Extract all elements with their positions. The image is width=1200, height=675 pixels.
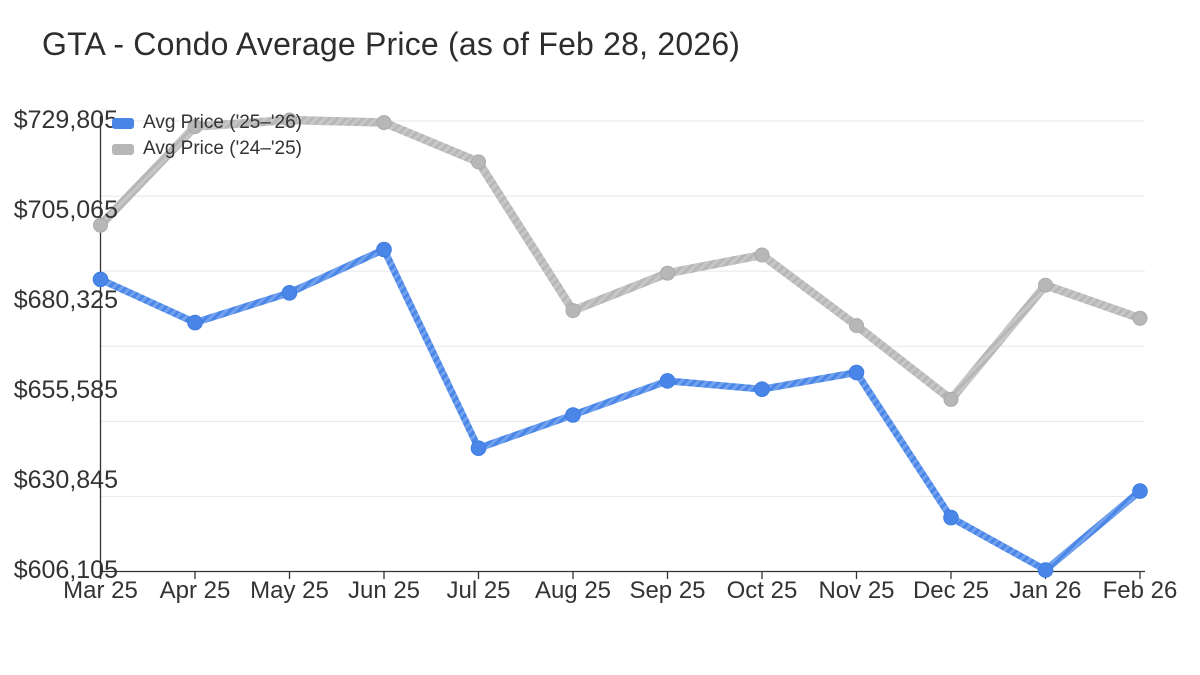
data-point-25-26-jun-25	[376, 241, 392, 258]
y-tick-label: $729,805	[14, 106, 118, 134]
data-point-24-25-jun-25	[376, 115, 392, 131]
y-tick-label: $606,105	[14, 556, 118, 584]
chart-title: GTA - Condo Average Price (as of Feb 28,…	[42, 26, 741, 62]
x-tick-label: Jul 25	[446, 577, 510, 604]
data-point-24-25-dec-25	[943, 391, 959, 407]
data-point-25-26-may-25	[281, 285, 298, 301]
data-point-25-26-jan-26	[1037, 562, 1054, 578]
data-point-24-25-sep-25	[660, 265, 675, 281]
y-tick-label: $630,845	[14, 466, 118, 494]
legend-label-current-season: Avg Price ('25–'26)	[143, 112, 302, 133]
legend-swatch-gray	[112, 143, 134, 155]
data-point-24-25-aug-25	[565, 303, 581, 319]
data-point-24-25-jan-26	[1038, 277, 1053, 293]
x-tick-label: Mar 25	[63, 577, 138, 604]
x-tick-label: Sep 25	[629, 577, 705, 604]
x-tick-label: Jan 26	[1009, 577, 1081, 604]
series-line-avg-price-25-26	[97, 246, 1144, 574]
series-line-texture	[97, 246, 1144, 574]
series-line-texture	[96, 115, 1145, 404]
y-tick-label: $655,585	[14, 376, 118, 404]
chart-legend: Avg Price ('25–'26) Avg Price ('24–'25)	[112, 110, 302, 162]
data-point-25-26-sep-25	[659, 373, 676, 389]
data-point-24-25-may-25	[282, 112, 297, 128]
legend-swatch-blue	[112, 117, 134, 129]
x-tick-label: Oct 25	[727, 577, 798, 604]
x-tick-label: Apr 25	[160, 577, 231, 604]
data-point-24-25-jul-25	[471, 154, 486, 170]
x-tick-label: Feb 26	[1103, 577, 1178, 604]
data-point-25-26-nov-25	[848, 364, 865, 381]
data-point-24-25-apr-25	[187, 119, 203, 135]
data-point-25-26-aug-25	[565, 407, 581, 423]
data-point-25-26-oct-25	[754, 381, 770, 398]
data-point-24-25-mar-25	[93, 217, 108, 233]
x-tick-label: Aug 25	[535, 577, 611, 604]
data-point-24-25-feb-26	[1132, 310, 1148, 326]
data-point-25-26-feb-26	[1132, 483, 1148, 499]
x-tick-label: May 25	[250, 577, 329, 604]
data-point-25-26-dec-25	[943, 509, 959, 526]
data-point-24-25-nov-25	[849, 318, 864, 334]
x-tick-label: Jun 25	[348, 577, 420, 604]
data-point-24-25-oct-25	[754, 247, 770, 263]
legend-item-previous-season: Avg Price ('24–'25)	[112, 136, 302, 162]
x-tick-label: Nov 25	[818, 577, 894, 604]
x-tick-label: Dec 25	[913, 577, 989, 604]
data-point-25-26-apr-25	[187, 314, 203, 331]
legend-item-current-season: Avg Price ('25–'26)	[112, 110, 302, 136]
y-tick-label: $705,065	[14, 196, 118, 224]
data-point-25-26-jul-25	[470, 440, 487, 457]
data-point-25-26-mar-25	[92, 271, 109, 288]
legend-label-previous-season: Avg Price ('24–'25)	[143, 138, 302, 159]
y-tick-label: $680,325	[14, 286, 118, 314]
